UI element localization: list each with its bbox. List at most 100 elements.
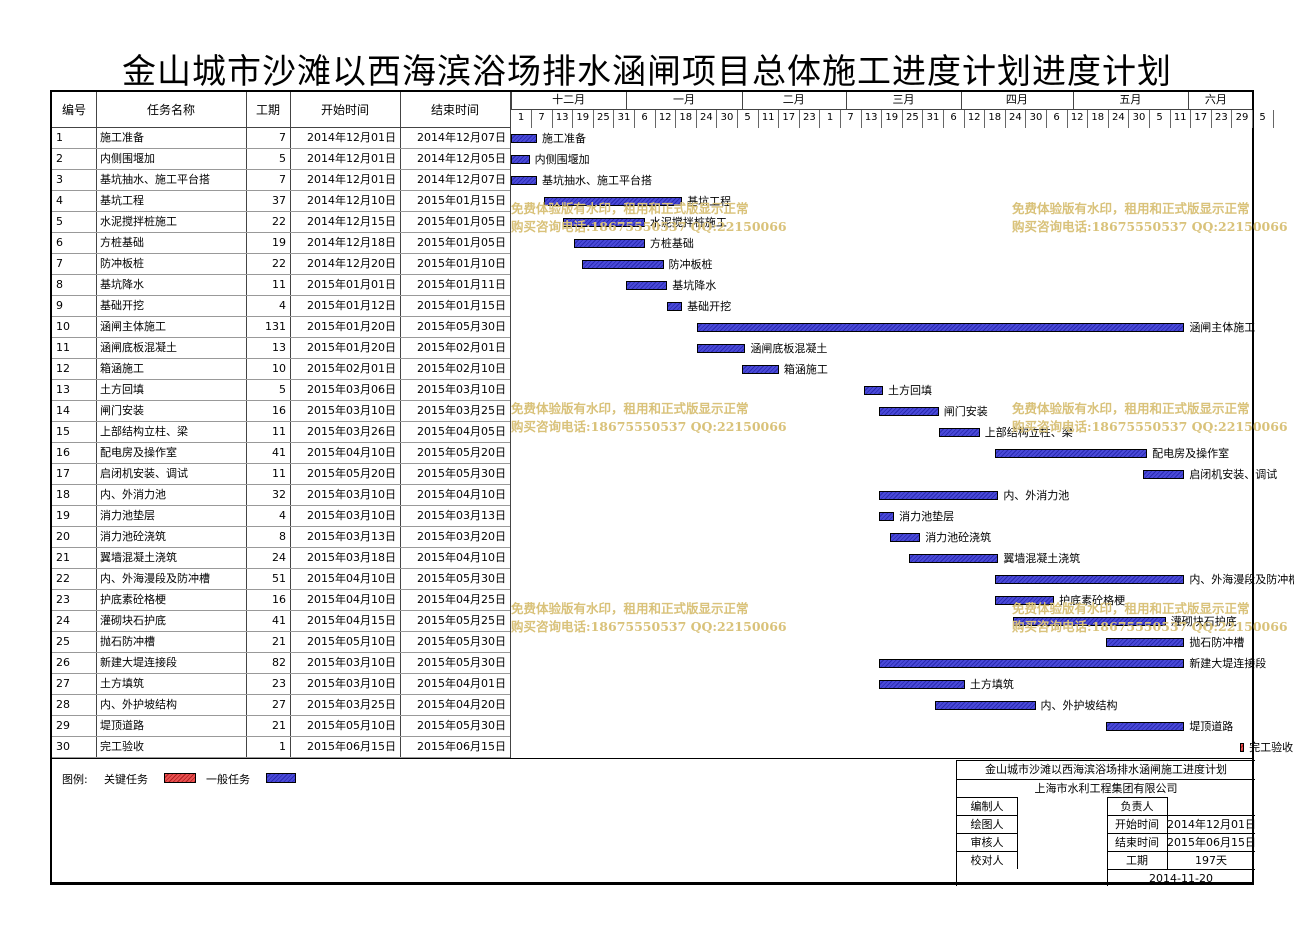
row-divider <box>52 295 510 296</box>
task-bar[interactable] <box>1143 470 1185 479</box>
task-id-cell: 10 <box>56 320 70 333</box>
column-divider <box>246 92 247 758</box>
task-id-cell: 12 <box>56 362 70 375</box>
task-bar[interactable] <box>935 701 1036 710</box>
day-tick-label: 17 <box>782 112 796 123</box>
task-bar[interactable] <box>879 407 939 416</box>
task-end-cell: 2015年05月30日 <box>417 635 506 648</box>
task-bar[interactable] <box>697 323 1185 332</box>
watermark-text: 免费体验版有水印，租用和正式版显示正常 购买咨询电话:18675550537 QQ… <box>511 601 787 634</box>
task-end-cell: 2015年04月10日 <box>417 488 506 501</box>
task-bar[interactable] <box>890 533 921 542</box>
task-id-cell: 25 <box>56 635 70 648</box>
task-name-cell: 消力池垫层 <box>100 509 155 522</box>
row-divider <box>52 337 510 338</box>
task-bar[interactable] <box>626 281 668 290</box>
task-bar-label: 翼墙混凝土浇筑 <box>1003 552 1081 565</box>
task-bar[interactable] <box>581 260 664 269</box>
day-tick-label: 19 <box>885 112 899 123</box>
day-tick-label: 7 <box>847 112 854 123</box>
task-name-cell: 基础开挖 <box>100 299 144 312</box>
watermark-text: 免费体验版有水印，租用和正式版显示正常 购买咨询电话:18675550537 QQ… <box>511 201 787 234</box>
task-name-cell: 基坑工程 <box>100 194 144 207</box>
task-bar-label: 涵闸主体施工 <box>1189 321 1256 334</box>
task-bar[interactable] <box>1106 638 1185 647</box>
task-name-cell: 完工验收 <box>100 740 144 753</box>
row-divider <box>52 169 510 170</box>
task-bar[interactable] <box>1106 722 1185 731</box>
day-tick-label: 18 <box>1091 112 1105 123</box>
gantt-frame <box>50 90 1254 885</box>
task-bar[interactable] <box>879 512 895 521</box>
legend-label: 图例: <box>62 773 88 786</box>
task-bar-label: 基础开挖 <box>687 300 732 313</box>
task-bar[interactable] <box>741 365 779 374</box>
task-dur-cell: 41 <box>272 446 286 459</box>
row-divider <box>52 484 510 485</box>
task-bar-label: 防冲板桩 <box>668 258 713 271</box>
watermark-text: 免费体验版有水印，租用和正式版显示正常 购买咨询电话:18675550537 QQ… <box>511 401 787 434</box>
task-end-cell: 2015年05月30日 <box>417 656 506 669</box>
header-id: 编号 <box>61 103 86 117</box>
task-start-cell: 2015年01月12日 <box>307 299 396 312</box>
day-tick-label: 12 <box>1070 112 1084 123</box>
task-name-cell: 内、外海漫段及防冲槽 <box>100 572 210 585</box>
header-start: 开始时间 <box>320 103 369 117</box>
task-bar[interactable] <box>879 491 999 500</box>
task-bar[interactable] <box>511 155 530 164</box>
day-tick-label: 31 <box>617 112 631 123</box>
watermark-text: 免费体验版有水印，租用和正式版显示正常 购买咨询电话:18675550537 QQ… <box>1012 201 1288 234</box>
critical-task-bar[interactable] <box>1240 743 1245 752</box>
task-end-cell: 2015年03月13日 <box>417 509 506 522</box>
task-bar[interactable] <box>879 680 965 689</box>
row-divider <box>52 631 510 632</box>
task-end-cell: 2014年12月07日 <box>417 173 506 186</box>
task-bar[interactable] <box>511 176 538 185</box>
task-bar[interactable] <box>994 449 1148 458</box>
page-title: 金山城市沙滩以西海滨浴场排水涵闸项目总体施工进度计划进度计划 <box>122 52 1172 92</box>
task-bar[interactable] <box>1013 617 1166 626</box>
task-id-cell: 2 <box>56 152 63 165</box>
task-dur-cell: 1 <box>279 740 286 753</box>
task-start-cell: 2014年12月01日 <box>307 152 396 165</box>
task-end-cell: 2015年04月25日 <box>417 593 506 606</box>
task-start-cell: 2014年12月01日 <box>307 131 396 144</box>
start-label: 开始时间 <box>1107 815 1167 834</box>
task-name-cell: 内侧围堰加 <box>100 152 155 165</box>
task-bar[interactable] <box>697 344 746 353</box>
task-bar[interactable] <box>864 386 883 395</box>
day-tick-label: 6 <box>1053 112 1060 123</box>
task-bar[interactable] <box>938 428 980 437</box>
task-dur-cell: 4 <box>279 509 286 522</box>
task-bar[interactable] <box>909 554 999 563</box>
task-end-cell: 2015年02月10日 <box>417 362 506 375</box>
task-bar[interactable] <box>563 218 645 227</box>
task-end-cell: 2015年03月10日 <box>417 383 506 396</box>
task-dur-cell: 11 <box>272 278 286 291</box>
task-start-cell: 2014年12月18日 <box>307 236 396 249</box>
task-bar[interactable] <box>544 197 683 206</box>
day-tick-label: 5 <box>744 112 751 123</box>
task-dur-cell: 8 <box>279 530 286 543</box>
task-bar-label: 内、外消力池 <box>1003 489 1070 502</box>
task-start-cell: 2015年03月10日 <box>307 656 396 669</box>
task-bar[interactable] <box>667 302 683 311</box>
day-tick-label: 19 <box>576 112 590 123</box>
task-bar[interactable] <box>879 659 1185 668</box>
day-tick-label: 11 <box>1173 112 1187 123</box>
task-name-cell: 内、外消力池 <box>100 488 166 501</box>
task-name-cell: 方桩基础 <box>100 236 144 249</box>
task-start-cell: 2015年03月06日 <box>307 383 396 396</box>
task-id-cell: 22 <box>56 572 70 585</box>
task-bar[interactable] <box>574 239 645 248</box>
task-bar[interactable] <box>994 596 1055 605</box>
task-id-cell: 20 <box>56 530 70 543</box>
task-bar[interactable] <box>511 134 538 143</box>
title-block: 金山城市沙滩以西海滨浴场排水涵闸施工进度计划 上海市水利工程集团有限公司 编制人… <box>956 760 1256 886</box>
legend-normal-label: 一般任务 <box>206 773 250 786</box>
task-id-cell: 17 <box>56 467 70 480</box>
task-end-cell: 2015年04月01日 <box>417 677 506 690</box>
task-bar-label: 方桩基础 <box>649 237 694 250</box>
task-bar[interactable] <box>994 575 1185 584</box>
task-start-cell: 2014年12月01日 <box>307 173 396 186</box>
